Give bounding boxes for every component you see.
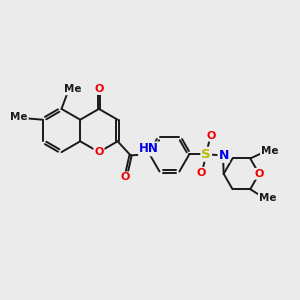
Text: HN: HN bbox=[139, 142, 159, 155]
Text: O: O bbox=[207, 131, 216, 141]
Text: Me: Me bbox=[259, 193, 276, 203]
Text: S: S bbox=[201, 148, 211, 161]
Text: O: O bbox=[196, 168, 206, 178]
Text: Me: Me bbox=[64, 84, 81, 94]
Text: O: O bbox=[120, 172, 130, 182]
Text: N: N bbox=[218, 149, 229, 162]
Text: O: O bbox=[94, 147, 104, 157]
Text: O: O bbox=[254, 169, 264, 179]
Text: O: O bbox=[94, 84, 104, 94]
Text: Me: Me bbox=[261, 146, 278, 156]
Text: Me: Me bbox=[10, 112, 28, 122]
